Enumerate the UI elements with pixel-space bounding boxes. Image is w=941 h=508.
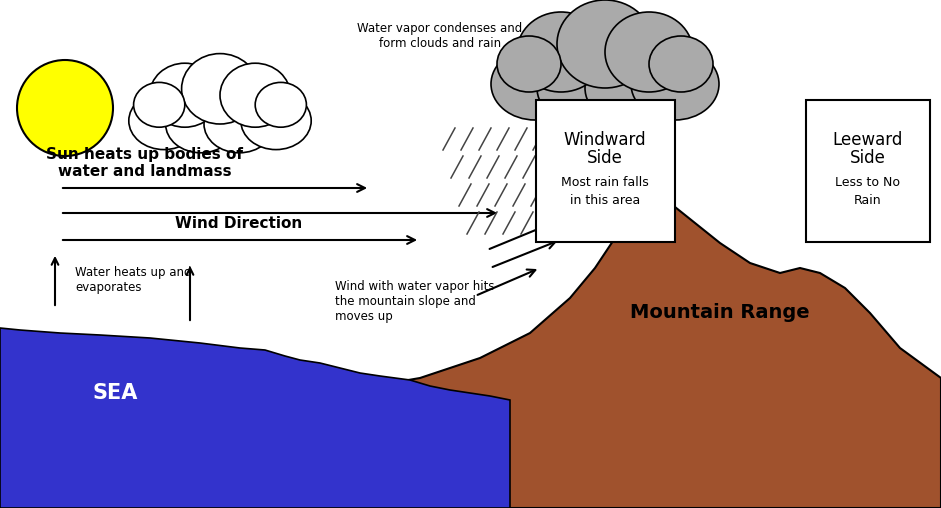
Text: Sun heats up bodies of
water and landmass: Sun heats up bodies of water and landmas…	[46, 147, 244, 179]
Ellipse shape	[557, 0, 653, 88]
Text: Most rain falls: Most rain falls	[561, 176, 649, 189]
Ellipse shape	[585, 52, 673, 124]
Ellipse shape	[497, 36, 561, 92]
Text: Wind with water vapor hits
the mountain slope and
moves up: Wind with water vapor hits the mountain …	[335, 280, 495, 323]
Text: Side: Side	[587, 149, 623, 167]
Ellipse shape	[241, 92, 311, 149]
Ellipse shape	[605, 12, 693, 92]
Ellipse shape	[134, 82, 184, 127]
Polygon shape	[0, 178, 941, 508]
Ellipse shape	[129, 92, 199, 149]
Text: Water heats up and
evaporates: Water heats up and evaporates	[75, 266, 192, 294]
Ellipse shape	[150, 63, 220, 127]
Text: Side: Side	[850, 149, 885, 167]
Ellipse shape	[537, 52, 625, 124]
Text: Wind Direction: Wind Direction	[175, 216, 302, 232]
Text: SEA: SEA	[92, 383, 137, 403]
FancyBboxPatch shape	[536, 100, 675, 242]
Ellipse shape	[517, 12, 605, 92]
Ellipse shape	[491, 48, 579, 120]
Text: Leeward: Leeward	[833, 131, 903, 149]
Ellipse shape	[255, 82, 307, 127]
Text: in this area: in this area	[570, 194, 640, 206]
Polygon shape	[0, 328, 510, 508]
Ellipse shape	[631, 48, 719, 120]
Ellipse shape	[166, 95, 236, 153]
Text: Less to No: Less to No	[836, 176, 901, 189]
Text: Windward: Windward	[564, 131, 646, 149]
Ellipse shape	[649, 36, 713, 92]
Ellipse shape	[204, 95, 275, 153]
Text: Water vapor condenses and
form clouds and rain: Water vapor condenses and form clouds an…	[358, 22, 522, 50]
Text: Mountain Range: Mountain Range	[630, 303, 810, 323]
FancyBboxPatch shape	[806, 100, 930, 242]
Ellipse shape	[182, 54, 259, 124]
Ellipse shape	[220, 63, 291, 127]
Circle shape	[17, 60, 113, 156]
Text: Rain: Rain	[854, 194, 882, 206]
